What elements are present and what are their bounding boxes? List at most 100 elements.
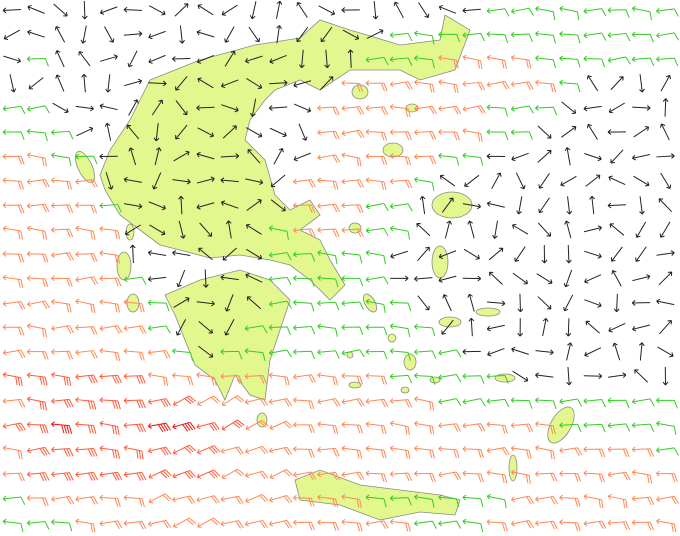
wind-barb [99, 299, 120, 313]
wind-barb [535, 397, 557, 410]
wind-barb [2, 105, 26, 115]
wind-barb [269, 54, 287, 64]
wind-barb [365, 470, 388, 483]
wind-barb [486, 200, 505, 208]
wind-barb [365, 421, 387, 435]
wind-barb [564, 220, 572, 239]
wind-barb [173, 150, 190, 162]
wind-barb [199, 222, 213, 237]
wind-barb [537, 149, 552, 163]
wind-barb [293, 494, 315, 507]
wind-barb [438, 471, 462, 481]
wind-barb [196, 495, 220, 504]
wind-barb [656, 397, 678, 409]
wind-barb [221, 468, 245, 480]
wind-barb [2, 371, 23, 387]
wind-barb [510, 129, 533, 140]
wind-barb [341, 398, 365, 407]
wind-barb [75, 178, 99, 188]
wind-barb [75, 153, 98, 165]
wind-barb [608, 372, 627, 379]
wind-barb [535, 520, 558, 530]
crete [294, 469, 461, 521]
wind-barb [612, 342, 621, 361]
wind-barb [172, 470, 196, 480]
wind-barb [462, 7, 481, 14]
wind-barb [486, 519, 508, 532]
wind-barb [486, 469, 508, 484]
wind-barb [220, 153, 240, 159]
wind-barb [2, 7, 22, 14]
wind-barb [26, 152, 47, 167]
wind-barb [123, 30, 143, 37]
wind-barb [365, 56, 389, 66]
wind-barb [658, 271, 673, 286]
wind-barb [583, 373, 603, 380]
wind-barb [631, 5, 652, 21]
wind-barb [516, 196, 523, 215]
wind-barb [365, 177, 387, 191]
wind-barb [26, 275, 49, 288]
wind-barb [414, 396, 434, 411]
wind-barb [224, 50, 236, 67]
wind-barb [123, 494, 145, 507]
wind-barb [172, 495, 196, 504]
wind-barb [27, 300, 51, 309]
wind-barb [414, 445, 435, 459]
wind-barb [535, 495, 559, 505]
wind-barb [148, 80, 167, 87]
wind-barb [511, 520, 535, 529]
wind-barb [607, 32, 631, 42]
wind-barb [2, 495, 26, 505]
wind-barb [198, 320, 213, 334]
wind-barb [365, 348, 388, 360]
wind-barb [414, 323, 436, 337]
wind-barb [607, 471, 631, 481]
wind-barb [584, 299, 602, 308]
wind-barb [462, 105, 486, 114]
wind-barb [607, 56, 631, 65]
wind-barb [269, 519, 293, 529]
wind-barb [537, 125, 552, 139]
wind-barb [535, 421, 556, 435]
wind-barb [610, 76, 624, 91]
wind-barb [584, 274, 602, 284]
wind-barb [293, 374, 316, 383]
wind-barb [462, 128, 483, 143]
wind-barb [196, 469, 221, 479]
wind-barb [559, 79, 581, 93]
wind-barb [389, 32, 413, 42]
wind-barb [75, 324, 98, 335]
wind-barb [341, 300, 364, 310]
wind-barb [486, 153, 506, 160]
wind-barb [462, 203, 482, 210]
wind-barb [563, 294, 574, 312]
wind-barb [99, 420, 120, 435]
wind-barb [51, 398, 74, 408]
wind-barb [244, 348, 266, 361]
wind-barb [246, 296, 262, 310]
wind-barb [414, 105, 437, 115]
wind-barb [341, 129, 365, 139]
wind-barb [293, 348, 316, 360]
ikaria [475, 307, 501, 317]
wind-barb [245, 420, 269, 431]
wind-barb [148, 201, 166, 211]
wind-barb [197, 77, 214, 89]
wind-barb [148, 446, 172, 456]
wind-barb [609, 223, 625, 236]
wind-barb [317, 323, 338, 337]
wind-barb [444, 220, 452, 239]
wind-barb [275, 0, 283, 19]
wind-barb [75, 518, 96, 533]
wind-barb [365, 298, 386, 313]
wind-barb [486, 300, 506, 307]
wind-barb [28, 77, 44, 90]
wind-barb [610, 246, 623, 262]
wind-barb [613, 293, 620, 313]
wind-barb [389, 373, 413, 384]
wind-barb [269, 495, 293, 504]
wind-barb [341, 519, 363, 532]
wind-barb [438, 373, 462, 383]
